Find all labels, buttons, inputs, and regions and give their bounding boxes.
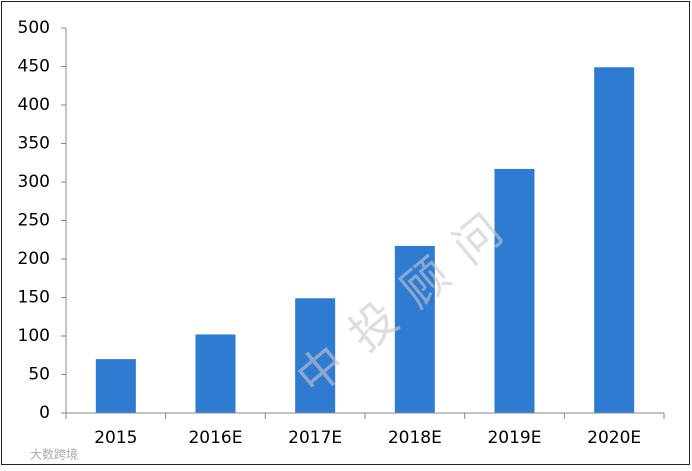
- y-tick-label: 200: [18, 249, 50, 269]
- x-tick-label: 2019E: [487, 428, 541, 448]
- source-logo: 大数跨境: [30, 447, 78, 462]
- y-tick-label: 400: [18, 95, 50, 115]
- x-tick-label: 2020E: [587, 428, 641, 448]
- bar: [394, 245, 435, 413]
- x-tick-label: 2018E: [388, 428, 442, 448]
- bar: [494, 168, 535, 413]
- y-tick-label: 100: [18, 326, 50, 346]
- y-tick-label: 450: [18, 57, 50, 77]
- y-tick-label: 500: [18, 18, 50, 38]
- bar: [95, 359, 136, 413]
- y-tick-label: 50: [28, 365, 50, 385]
- bar: [195, 334, 236, 413]
- x-tick-label: 2015: [94, 428, 137, 448]
- bar: [295, 298, 336, 413]
- y-tick-label: 0: [39, 403, 50, 423]
- y-tick-label: 300: [18, 172, 50, 192]
- x-tick-label: 2017E: [288, 428, 342, 448]
- x-tick-label: 2016E: [188, 428, 242, 448]
- y-tick-label: 250: [18, 211, 50, 231]
- y-tick-label: 350: [18, 134, 50, 154]
- bar: [594, 67, 635, 414]
- y-tick-label: 150: [18, 288, 50, 308]
